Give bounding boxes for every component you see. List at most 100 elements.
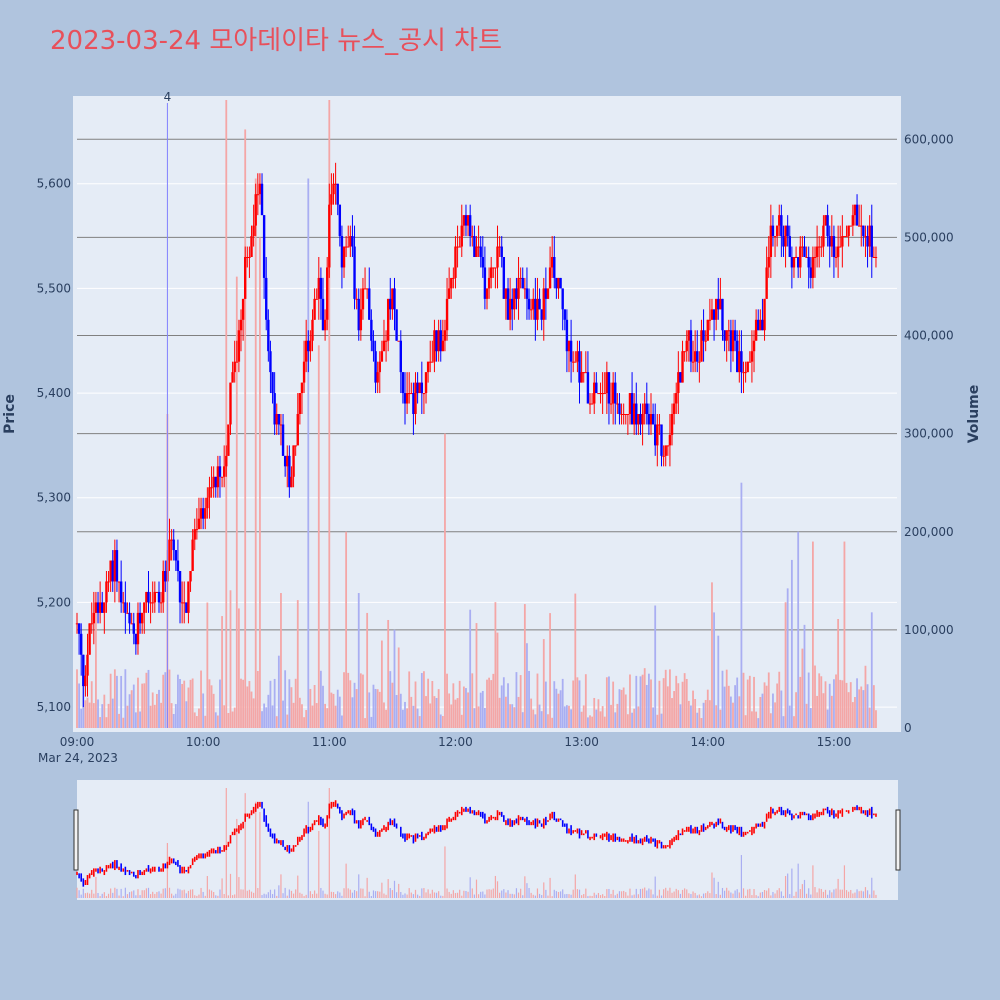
candle-body <box>582 372 585 374</box>
volume-bar <box>95 607 97 728</box>
mini-volume-bar <box>99 896 101 898</box>
mini-volume-bar <box>793 895 795 898</box>
volume-bar <box>240 678 242 728</box>
volume-bar <box>336 689 339 728</box>
volume-bar <box>397 647 400 728</box>
candle-body <box>801 246 804 248</box>
mini-volume-bar <box>663 889 665 898</box>
candle-body <box>513 288 516 310</box>
mini-volume-bar <box>395 892 398 898</box>
mini-volume-bar <box>564 894 566 898</box>
mini-volume-bar <box>822 891 825 898</box>
mini-volume-bar <box>313 890 316 898</box>
mini-volume-bar <box>469 877 471 898</box>
candle-body <box>857 225 861 227</box>
mini-volume-bar <box>610 893 612 898</box>
candle-body <box>178 571 182 603</box>
mini-volume-bar <box>726 887 728 898</box>
mini-volume-bar <box>860 890 862 898</box>
volume-bar <box>132 684 135 728</box>
range-slider-right-handle[interactable] <box>895 809 901 871</box>
mini-volume-bar <box>522 895 524 898</box>
volume-bar <box>481 690 484 728</box>
candle-body <box>719 298 722 310</box>
candle-body <box>864 236 867 238</box>
candle-body <box>269 351 272 373</box>
candle-body <box>572 361 575 363</box>
candle-body <box>860 225 863 227</box>
mini-volume-bar <box>745 895 747 898</box>
mini-volume-bar <box>431 889 433 898</box>
mini-volume-bar <box>259 812 261 898</box>
mini-volume-bar <box>217 895 219 898</box>
candle-body <box>557 277 560 289</box>
mini-volume-bar <box>520 888 522 898</box>
mini-volume-bar <box>410 892 412 898</box>
volume-bar <box>237 608 240 728</box>
candle-body <box>468 215 472 237</box>
price-tick-label: 5,100 <box>37 700 71 714</box>
volume-bar <box>183 680 186 728</box>
volume-bar <box>759 696 762 728</box>
volume-bar <box>467 692 469 728</box>
candle-body <box>820 246 823 248</box>
volume-bar <box>406 708 409 728</box>
mini-volume-bar <box>837 878 839 898</box>
volume-bar <box>349 680 352 728</box>
mini-volume-bar <box>875 894 877 898</box>
range-slider-left-handle[interactable] <box>73 809 79 871</box>
mini-volume-bar <box>654 876 656 898</box>
mini-volume-bar <box>715 894 717 898</box>
mini-volume-bar <box>265 894 267 898</box>
mini-volume-bar <box>698 894 700 898</box>
mini-volume-bar <box>551 896 553 898</box>
mini-volume-bar <box>496 881 499 898</box>
mini-volume-bar <box>629 888 631 898</box>
volume-bar <box>305 710 308 728</box>
volume-bar <box>534 714 537 728</box>
mini-volume-bar <box>869 894 871 898</box>
volume-bar <box>357 593 360 728</box>
mini-volume-bar <box>766 890 768 898</box>
candle-body <box>603 393 606 395</box>
mini-volume-bar <box>543 882 545 898</box>
mini-volume-bar <box>450 893 452 898</box>
mini-volume-bar <box>866 890 869 898</box>
mini-volume-bar <box>694 892 696 898</box>
mini-volume-bar <box>356 891 358 898</box>
candle-body <box>172 539 175 551</box>
mini-volume-bar <box>335 894 337 898</box>
volume-bar <box>681 681 684 728</box>
volume-bar <box>591 716 594 728</box>
volume-bar <box>727 685 730 728</box>
volume-bar <box>193 712 196 728</box>
candle-body <box>365 288 369 290</box>
mini-volume-bar <box>553 889 555 898</box>
volume-bar <box>532 709 535 728</box>
candle-body <box>769 225 773 257</box>
candle-body <box>593 382 596 404</box>
mini-volume-bar <box>398 883 400 898</box>
range-slider-volume <box>76 788 877 898</box>
candle-body <box>609 403 613 405</box>
mini-volume-bar <box>751 895 753 898</box>
candle-body <box>77 623 81 634</box>
volume-bar <box>717 635 720 728</box>
candle-body <box>153 591 156 603</box>
mini-volume-bar <box>383 893 385 898</box>
range-slider[interactable] <box>73 780 901 900</box>
volume-bar <box>452 683 455 728</box>
candle-body <box>870 225 873 257</box>
candle-body <box>433 330 436 362</box>
mini-volume-bar <box>425 892 427 898</box>
volume-bar <box>469 609 472 728</box>
candle-body <box>395 309 398 341</box>
mini-volume-bar <box>499 892 501 898</box>
volume-bar <box>319 670 322 728</box>
candle-body <box>128 612 131 624</box>
candle-body <box>302 361 306 383</box>
mini-volume-bar <box>149 894 152 898</box>
candle-body <box>473 236 476 257</box>
candle-body <box>748 361 752 363</box>
volume-bar <box>301 704 303 728</box>
